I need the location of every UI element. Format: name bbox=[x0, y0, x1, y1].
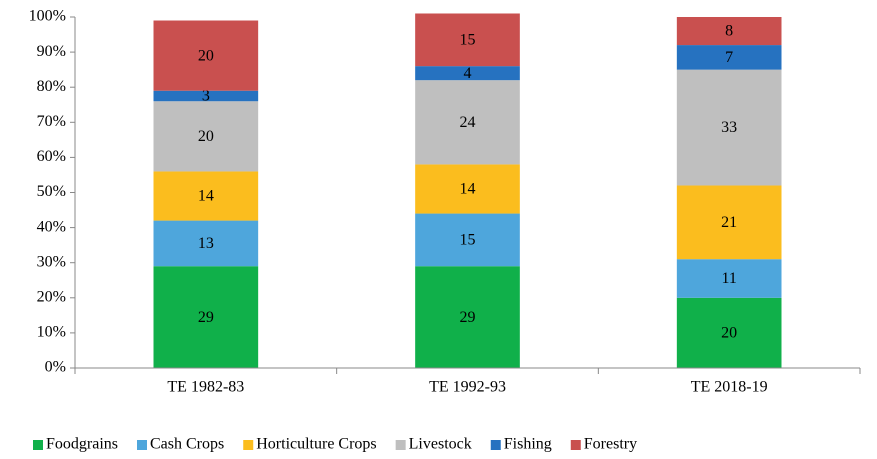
bar-segment bbox=[153, 90, 259, 102]
data-label: 29 bbox=[198, 309, 214, 326]
data-label: 8 bbox=[725, 23, 733, 40]
legend-swatch bbox=[490, 440, 501, 450]
data-label: 3 bbox=[202, 88, 210, 105]
bar-segment bbox=[153, 20, 259, 91]
y-tick-label: 50% bbox=[37, 183, 66, 200]
data-label: 14 bbox=[198, 188, 214, 205]
data-label: 4 bbox=[464, 65, 472, 82]
data-label: 11 bbox=[721, 270, 736, 287]
x-tick-label: TE 1992-93 bbox=[429, 379, 506, 396]
legend-swatch bbox=[33, 440, 43, 450]
bar-segment bbox=[676, 297, 782, 368]
legend-swatch bbox=[243, 440, 254, 450]
bar-segment bbox=[415, 80, 520, 165]
legend-label: Livestock bbox=[409, 436, 472, 453]
legend-label: Horticulture Crops bbox=[256, 436, 376, 453]
bar-segment bbox=[153, 171, 259, 221]
y-tick-label: 100% bbox=[29, 8, 66, 25]
bar-segment bbox=[415, 213, 520, 267]
bar-segment bbox=[676, 259, 782, 298]
data-label: 29 bbox=[460, 309, 476, 326]
bar-segment bbox=[415, 164, 520, 214]
y-tick-label: 20% bbox=[37, 288, 66, 305]
y-tick-label: 70% bbox=[37, 113, 66, 130]
bar-segment bbox=[676, 69, 782, 186]
y-tick-label: 0% bbox=[45, 359, 66, 376]
bar-segment bbox=[153, 101, 259, 172]
bar-segment bbox=[153, 266, 259, 368]
data-label: 14 bbox=[460, 181, 476, 198]
data-label: 15 bbox=[460, 31, 476, 48]
legend-label: Forestry bbox=[584, 436, 637, 453]
y-tick-label: 60% bbox=[37, 148, 66, 165]
bar-segment bbox=[415, 266, 520, 368]
data-label: 24 bbox=[460, 114, 476, 131]
legend-label: Foodgrains bbox=[46, 436, 118, 453]
legend-swatch bbox=[395, 440, 406, 450]
x-tick-label: TE 2018-19 bbox=[691, 379, 768, 396]
data-label: 7 bbox=[725, 49, 733, 66]
x-tick-label: TE 1982-83 bbox=[167, 379, 244, 396]
data-label: 20 bbox=[198, 128, 214, 145]
bar-segment bbox=[415, 13, 520, 67]
bar-segment bbox=[676, 185, 782, 260]
data-label: 13 bbox=[198, 235, 214, 252]
legend-label: Cash Crops bbox=[150, 436, 224, 453]
legend-label: Fishing bbox=[504, 436, 552, 453]
data-label: 20 bbox=[721, 325, 737, 342]
data-label: 20 bbox=[198, 47, 214, 64]
bar-segment bbox=[676, 17, 782, 46]
y-tick-label: 10% bbox=[37, 324, 66, 341]
y-tick-label: 40% bbox=[37, 218, 66, 235]
data-label: 15 bbox=[460, 232, 476, 249]
y-tick-label: 90% bbox=[37, 43, 66, 60]
legend-swatch bbox=[570, 440, 581, 450]
data-label: 21 bbox=[721, 214, 737, 231]
bar-segment bbox=[153, 220, 259, 267]
bar-segment bbox=[415, 66, 520, 81]
y-tick-label: 80% bbox=[37, 78, 66, 95]
bar-segment bbox=[676, 45, 782, 70]
legend-swatch bbox=[137, 440, 147, 450]
y-tick-label: 30% bbox=[37, 253, 66, 270]
data-label: 33 bbox=[721, 119, 737, 136]
